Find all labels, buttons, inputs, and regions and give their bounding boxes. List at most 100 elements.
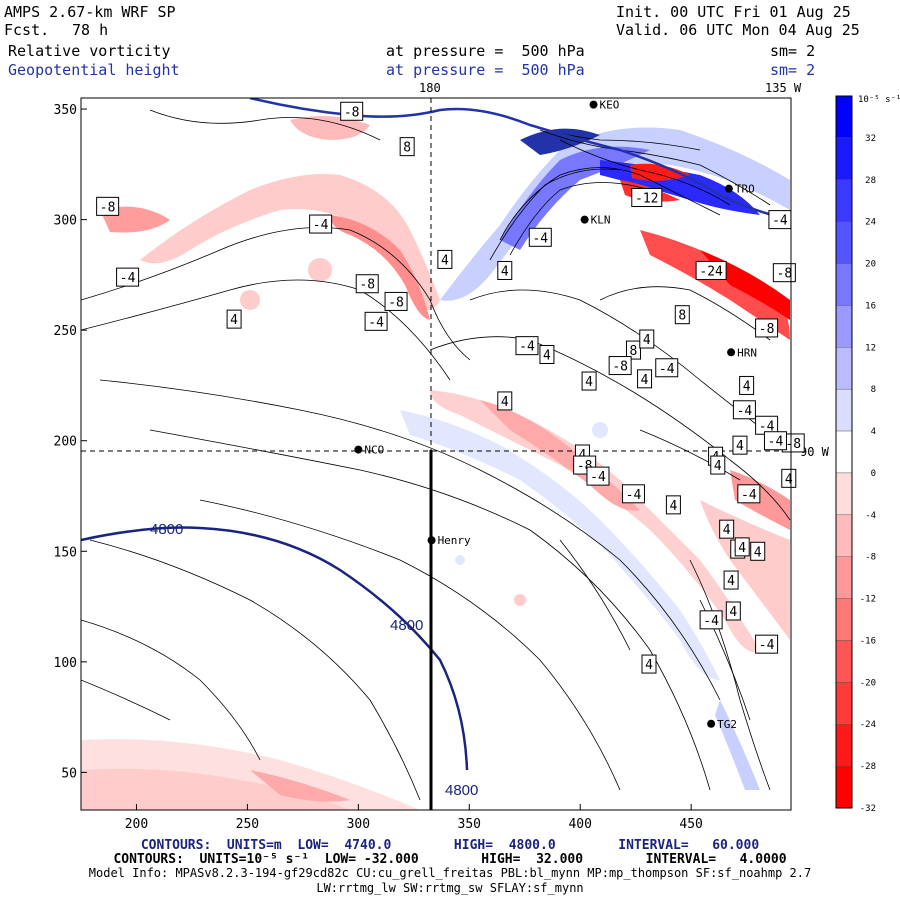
vorticity-label: -8 <box>759 322 775 337</box>
colorbar-cell <box>835 556 853 599</box>
plot-frame <box>80 97 792 811</box>
vorticity-label: -4 <box>737 404 753 419</box>
vorticity-label: 4 <box>543 348 551 363</box>
colorbar-cell <box>835 221 853 264</box>
vorticity-label: -8 <box>388 295 404 310</box>
colorbar-tick-label: 0 <box>871 469 876 479</box>
vorticity-label-box <box>641 654 657 674</box>
vorticity-label: 4 <box>501 395 509 410</box>
model-info: Model Info: MPASv8.2.3-194-gf29cd82c CU:… <box>88 866 812 880</box>
colorbar-cell <box>835 347 853 390</box>
colorbar-cell <box>835 765 853 809</box>
meridian-90w-label: 90 W <box>800 445 830 459</box>
colorbar-tick-label: 28 <box>865 176 876 186</box>
height-label: 4800 <box>445 782 478 799</box>
vorticity-label: -4 <box>659 362 675 377</box>
colorbar-tick-label: -16 <box>860 636 876 646</box>
station-name: KLN <box>591 214 611 227</box>
vorticity-label: 4 <box>441 253 449 268</box>
meridian-180-label: 180 <box>419 81 441 95</box>
vorticity-label: -4 <box>703 614 719 629</box>
vorticity-label: 8 <box>403 141 411 156</box>
vorticity-label-box <box>699 610 723 630</box>
vorticity-label-box <box>515 336 539 356</box>
vorticity-label: -4 <box>626 488 642 503</box>
vorticity-contours <box>81 109 791 801</box>
vorticity-label-box <box>497 260 513 280</box>
station-marker <box>427 536 436 545</box>
vorticity-label-box <box>309 214 333 234</box>
colorbar-frame <box>835 95 853 809</box>
field1-name: Relative vorticity <box>8 42 171 60</box>
vorticity-label-box <box>710 455 726 475</box>
vorticity-label: -4 <box>759 419 775 434</box>
vorticity-label-box <box>732 435 748 455</box>
colorbar-tick-label: -32 <box>860 804 876 814</box>
colorbar-cell <box>835 472 853 516</box>
y-tick-label: 150 <box>54 545 77 560</box>
plot-area <box>81 98 791 810</box>
vorticity-label-box <box>399 137 415 157</box>
colorbar-cell <box>835 305 853 348</box>
vorticity-label-box <box>781 468 797 488</box>
vorticity-label-box <box>639 329 655 349</box>
colorbar-tick-label: 16 <box>865 301 876 311</box>
vorticity-label: -4 <box>519 340 535 355</box>
vorticity-label-box <box>732 400 756 420</box>
vorticity-label-box <box>586 466 610 486</box>
vorticity-label-box <box>539 344 555 364</box>
vorticity-label: -4 <box>772 214 788 229</box>
vorticity-label-box <box>364 311 388 331</box>
height-label: 4800 <box>390 617 423 634</box>
height-contour-4800 <box>81 526 469 771</box>
x-tick-label: 400 <box>568 817 591 832</box>
colorbar-cell <box>835 430 853 474</box>
vorticity-label: 4 <box>754 545 762 560</box>
vorticity-label: -4 <box>532 231 548 246</box>
vorticity-label: -8 <box>612 360 628 375</box>
x-tick-label: 350 <box>458 817 481 832</box>
field2-smoothing: sm= 2 <box>770 61 816 79</box>
station-name: Henry <box>438 534 471 547</box>
vorticity-label-box <box>637 369 653 389</box>
vorticity-label: 4 <box>669 499 677 514</box>
station-marker <box>580 215 589 224</box>
vorticity-label: -8 <box>777 267 793 282</box>
station-marker <box>589 100 598 109</box>
colorbar-cell <box>835 263 853 306</box>
vorticity-label: -4 <box>768 435 784 450</box>
vorticity-label-box <box>763 431 787 451</box>
vorticity-label: 4 <box>736 439 744 454</box>
station-marker <box>727 348 736 357</box>
vorticity-label: -4 <box>590 470 606 485</box>
vorticity-labels: -88-8-44-4-8-8-44-4484-444-444-4-84444-4… <box>96 101 805 674</box>
colorbar-cell <box>835 137 853 180</box>
vorticity-label: 4 <box>743 379 751 394</box>
x-axis: 200 250 300 350 400 450 <box>125 804 703 832</box>
init-time: Init. 00 UTC Fri 01 Aug 25 <box>616 3 851 21</box>
vorticity-label-box <box>528 227 552 247</box>
vorticity-label: 4 <box>714 459 722 474</box>
vorticity-label: 8 <box>630 344 638 359</box>
y-tick-label: 50 <box>61 766 77 781</box>
x-tick-label: 200 <box>125 817 148 832</box>
vorticity-label: -4 <box>313 218 329 233</box>
vorticity-label-box <box>437 249 453 269</box>
vorticity-label: -4 <box>368 315 384 330</box>
vorticity-label: -12 <box>635 192 658 207</box>
colorbar-tick-label: 24 <box>865 218 876 228</box>
vorticity-label-box <box>655 358 679 378</box>
model-physics: LW:rrtmg_lw SW:rrtmg_sw SFLAY:sf_mynn <box>316 881 584 895</box>
vorticity-label: 4 <box>727 574 735 589</box>
vorticity-label-box <box>384 291 408 311</box>
colorbar-cell <box>835 640 853 683</box>
colorbar-tick-label: -12 <box>860 595 876 605</box>
colorbar-tick-label: 8 <box>871 385 876 395</box>
vorticity-label: 4 <box>645 658 653 673</box>
valid-time: Valid. 06 UTC Mon 04 Aug 25 <box>616 21 860 39</box>
station-name: NCO <box>364 444 384 457</box>
vorticity-label-box <box>695 260 727 280</box>
colorbar-cell <box>835 514 853 557</box>
vorticity-label-box <box>608 356 632 376</box>
colorbar-tick-label: 32 <box>865 134 876 144</box>
